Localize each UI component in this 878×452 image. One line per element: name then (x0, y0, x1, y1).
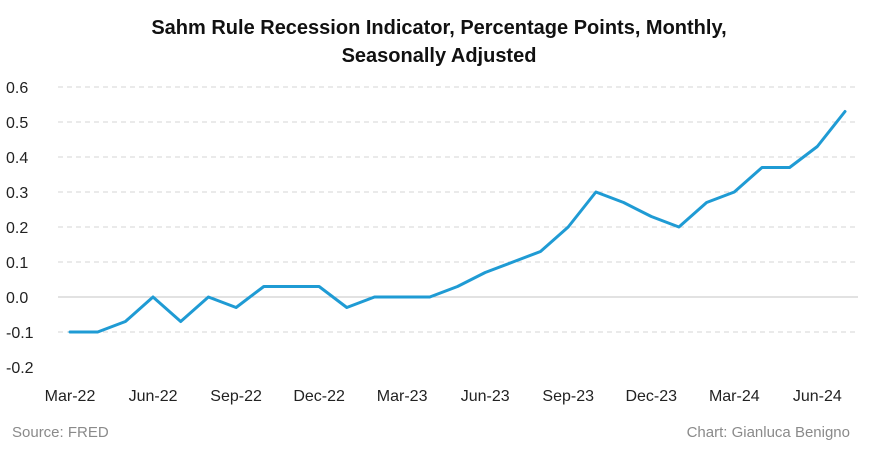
y-tick-label: 0.0 (6, 290, 28, 307)
x-tick-label: Jun-22 (129, 388, 178, 405)
x-tick-label: Mar-23 (377, 388, 428, 405)
x-tick-label: Mar-24 (709, 388, 760, 405)
x-tick-label: Dec-22 (293, 388, 345, 405)
x-tick-label: Jun-24 (793, 388, 842, 405)
y-tick-label: 0.6 (6, 80, 28, 97)
y-tick-label: 0.5 (6, 115, 28, 132)
x-tick-label: Jun-23 (461, 388, 510, 405)
chart-title: Sahm Rule Recession Indicator, Percentag… (0, 14, 878, 70)
y-tick-label: 0.4 (6, 150, 28, 167)
x-tick-label: Mar-22 (45, 388, 96, 405)
x-tick-label: Sep-22 (210, 388, 262, 405)
y-tick-label: -0.1 (6, 325, 34, 342)
y-tick-label: 0.1 (6, 255, 28, 272)
chart-title-line1: Sahm Rule Recession Indicator, Percentag… (151, 17, 727, 39)
y-tick-label: -0.2 (6, 360, 34, 377)
x-tick-label: Dec-23 (625, 388, 677, 405)
y-tick-label: 0.3 (6, 185, 28, 202)
chart-credit: Chart: Gianluca Benigno (686, 424, 850, 441)
series-line (68, 110, 847, 334)
chart-title-line2: Seasonally Adjusted (341, 45, 537, 67)
x-tick-label: Sep-23 (542, 388, 594, 405)
y-tick-label: 0.2 (6, 220, 28, 237)
source-note: Source: FRED (12, 424, 109, 441)
